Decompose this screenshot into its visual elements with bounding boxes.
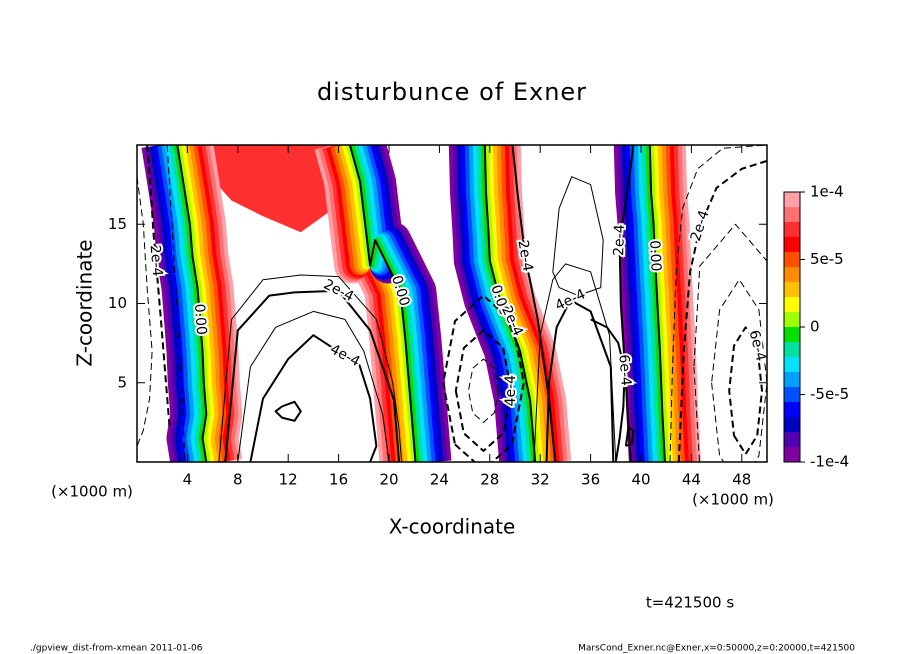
x-tick-label: 12 [279,471,298,489]
footer-left: ./gpview_dist-from-xmean 2011-01-06 [30,644,203,654]
contour-line [146,145,171,431]
fill-band [484,145,540,462]
x-unit-label: (×1000 m) [692,491,774,509]
contour-line [618,145,635,462]
contour-label: 6e-4 [615,354,633,387]
x-unit-label: (×1000 m) [51,483,133,501]
colorbar-band [784,207,800,223]
contour-line [533,263,617,462]
x-tick-label: 32 [531,471,550,489]
contour-line [711,279,767,462]
fill-band [649,145,669,462]
contour-line [648,145,666,462]
colorbar-tick-label: 1e-4 [810,183,844,201]
contour-line [176,145,208,462]
contour-line [166,145,186,462]
x-tick-label: 44 [682,471,701,489]
fill-band [173,145,207,462]
contour-line [728,326,763,456]
fill-band [480,145,536,462]
contour-line [249,334,378,462]
chart-title: disturbunce of Exner [317,78,587,106]
colorbar-band [784,387,800,403]
colorbar-band [784,372,800,388]
contour-label: 2e-4 [688,208,713,243]
contour-line [467,358,500,423]
x-tick-label: 20 [379,471,398,489]
fill-band [177,145,211,462]
contour-line [237,310,390,462]
colorbar-band [784,312,800,328]
filled-patch [202,145,352,233]
contour-line [693,223,767,462]
x-tick-label: 48 [732,471,751,489]
colorbar-band [784,432,800,448]
colorbar-band [784,192,800,208]
contour-label: 2e-4 [147,244,166,277]
x-tick-label: 36 [581,471,600,489]
colorbar-tick-label: -5e-5 [810,385,849,403]
colorbar-tick-label: 5e-5 [810,250,844,268]
fill-band [349,145,420,462]
colorbar-tick-label: -1e-4 [810,453,849,471]
contour-label: 4e-4 [327,341,362,370]
colorbar-band [784,402,800,418]
contour-label: 2e-4 [611,224,628,256]
contour-line [483,145,537,462]
colorbar-band [784,237,800,253]
x-tick-label: 4 [183,471,193,489]
contour-label: 0.00 [191,303,209,335]
contour-line [677,159,767,462]
contour-line [137,176,153,447]
contour-label: 4e-4 [503,375,519,407]
contour-line [590,318,626,462]
colorbar-band [784,222,800,238]
colorbar-tick-label: 0 [810,318,820,336]
colorbar-band [784,417,800,433]
x-tick-label: 8 [233,471,243,489]
colorbar-band [784,342,800,358]
y-tick-label: 5 [117,373,127,391]
time-label: t=421500 s [646,594,734,612]
contour-line [454,329,513,452]
contour-line [669,145,767,462]
x-tick-label: 40 [631,471,650,489]
y-axis-label: Z-coordinate [73,239,97,366]
contour-line [348,145,417,462]
x-tick-label: 16 [329,471,348,489]
colorbar-band [784,282,800,298]
contour-line [224,289,401,462]
contour-line [552,176,604,297]
overlay: 4 8 12 16 20 24 28 32 36 40 44 48510151e-45e-50-5e-… [108,144,849,489]
x-tick-label: 28 [480,471,499,489]
contour-label: 4e-4 [553,286,588,314]
colorbar-band [784,252,800,268]
contour-line [218,274,403,462]
colorbar-band [784,297,800,313]
contour-line [274,400,302,422]
colorbar-band [784,327,800,343]
colorbar-band [784,447,800,463]
y-tick-label: 10 [108,294,127,312]
colorbar-band [784,357,800,373]
colorbar-band [784,267,800,283]
contour-line [624,426,635,447]
contour-label: 0.00 [646,240,664,272]
footer-right: MarsCond_Exner.nc@Exner,x=0:50000,z=0:20… [578,644,855,654]
fill-band [645,145,665,462]
x-tick-label: 24 [430,471,449,489]
x-axis-label: X-coordinate [389,515,516,539]
y-tick-label: 15 [108,215,127,233]
contour-label: 6e-4 [745,329,768,364]
